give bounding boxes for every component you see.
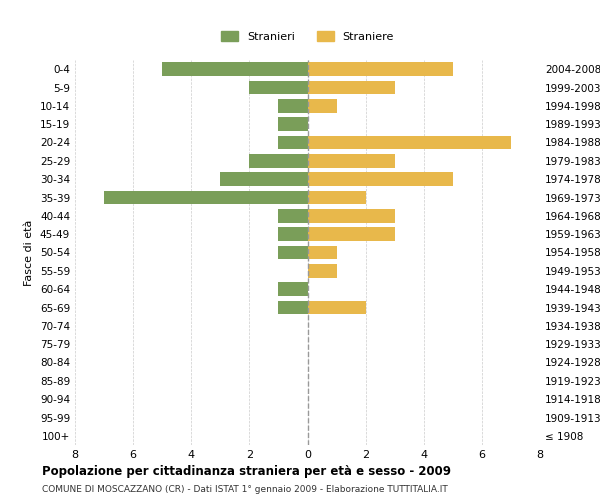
Bar [278,118,308,131]
Bar [308,246,337,260]
Bar [308,154,395,168]
Bar [308,228,395,241]
Bar [162,62,308,76]
Bar [308,136,511,149]
Bar [278,136,308,149]
Text: COMUNE DI MOSCAZZANO (CR) - Dati ISTAT 1° gennaio 2009 - Elaborazione TUTTITALIA: COMUNE DI MOSCAZZANO (CR) - Dati ISTAT 1… [42,485,448,494]
Bar [308,99,337,112]
Bar [278,228,308,241]
Legend: Stranieri, Straniere: Stranieri, Straniere [217,27,398,46]
Bar [278,99,308,112]
Y-axis label: Fasce di età: Fasce di età [25,220,34,286]
Text: Popolazione per cittadinanza straniera per età e sesso - 2009: Popolazione per cittadinanza straniera p… [42,465,451,478]
Bar [308,62,453,76]
Bar [278,282,308,296]
Bar [278,246,308,260]
Bar [308,172,453,186]
Bar [220,172,308,186]
Bar [308,264,337,278]
Bar [104,190,308,204]
Bar [278,209,308,222]
Bar [250,80,308,94]
Bar [250,154,308,168]
Bar [308,80,395,94]
Bar [278,300,308,314]
Bar [308,190,365,204]
Bar [308,300,365,314]
Bar [308,209,395,222]
